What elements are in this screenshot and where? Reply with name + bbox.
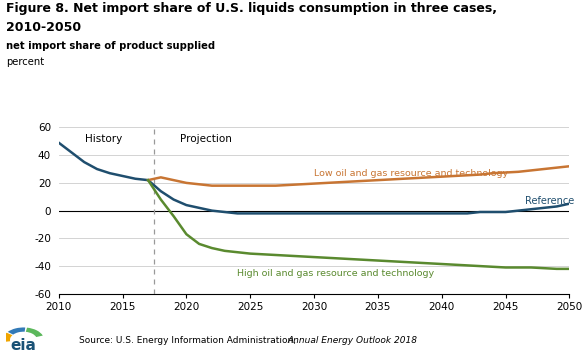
- Text: 2010-2050: 2010-2050: [6, 21, 81, 34]
- Wedge shape: [8, 327, 25, 335]
- Text: Low oil and gas resource and technology: Low oil and gas resource and technology: [314, 169, 508, 178]
- Wedge shape: [26, 328, 43, 337]
- Text: net import share of product supplied: net import share of product supplied: [6, 41, 215, 51]
- Text: Projection: Projection: [180, 135, 232, 144]
- Text: eia: eia: [11, 338, 36, 353]
- Wedge shape: [3, 333, 12, 342]
- Text: Annual Energy Outlook 2018: Annual Energy Outlook 2018: [288, 336, 417, 345]
- Text: Source: U.S. Energy Information Administration,: Source: U.S. Energy Information Administ…: [79, 336, 299, 345]
- Text: Figure 8. Net import share of U.S. liquids consumption in three cases,: Figure 8. Net import share of U.S. liqui…: [6, 2, 497, 15]
- Text: Reference: Reference: [525, 196, 574, 206]
- Text: percent: percent: [6, 57, 44, 67]
- Text: History: History: [85, 135, 122, 144]
- Text: High oil and gas resource and technology: High oil and gas resource and technology: [238, 269, 434, 278]
